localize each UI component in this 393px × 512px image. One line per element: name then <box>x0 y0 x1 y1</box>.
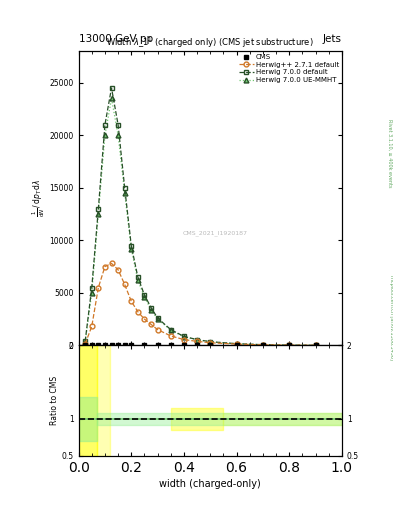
CMS <box>122 342 127 348</box>
CMS <box>96 342 101 348</box>
Herwig++ 2.7.1 default <box>234 341 239 347</box>
CMS <box>287 343 292 349</box>
CMS <box>90 342 94 348</box>
Herwig 7.0.0 default <box>155 315 160 321</box>
CMS <box>168 342 173 348</box>
Text: CMS_2021_I1920187: CMS_2021_I1920187 <box>183 231 248 237</box>
Herwig++ 2.7.1 default <box>287 342 292 348</box>
Line: Herwig++ 2.7.1 default: Herwig++ 2.7.1 default <box>83 261 318 348</box>
Herwig++ 2.7.1 default <box>313 342 318 348</box>
Herwig 7.0.0 default <box>149 305 153 311</box>
CMS <box>116 342 120 348</box>
CMS <box>234 342 239 348</box>
Herwig 7.0.0 default <box>83 338 88 344</box>
Herwig 7.0.0 default <box>122 185 127 191</box>
Herwig 7.0.0 UE-MMHT <box>149 307 153 313</box>
Herwig 7.0.0 UE-MMHT <box>168 327 173 333</box>
Herwig++ 2.7.1 default <box>116 267 120 273</box>
CMS <box>83 342 88 348</box>
Herwig 7.0.0 UE-MMHT <box>182 334 186 340</box>
Herwig 7.0.0 default <box>90 285 94 291</box>
Herwig 7.0.0 default <box>129 243 134 249</box>
Herwig 7.0.0 UE-MMHT <box>208 339 213 345</box>
Text: 13000 GeV pp: 13000 GeV pp <box>79 33 153 44</box>
Herwig 7.0.0 default <box>142 292 147 298</box>
Herwig 7.0.0 default <box>208 338 213 345</box>
Text: mcplots.cern.ch [arXiv:1306.3436]: mcplots.cern.ch [arXiv:1306.3436] <box>389 275 393 360</box>
Herwig 7.0.0 default <box>195 336 200 343</box>
Herwig++ 2.7.1 default <box>90 324 94 330</box>
Herwig 7.0.0 UE-MMHT <box>136 277 140 283</box>
CMS <box>155 342 160 348</box>
Herwig 7.0.0 UE-MMHT <box>90 290 94 296</box>
Line: CMS: CMS <box>83 343 318 348</box>
Herwig 7.0.0 UE-MMHT <box>261 342 265 348</box>
CMS <box>109 342 114 348</box>
Herwig++ 2.7.1 default <box>103 264 107 270</box>
Herwig 7.0.0 UE-MMHT <box>96 211 101 217</box>
Herwig 7.0.0 default <box>234 340 239 347</box>
Herwig 7.0.0 default <box>261 342 265 348</box>
Legend: CMS, Herwig++ 2.7.1 default, Herwig 7.0.0 default, Herwig 7.0.0 UE-MMHT: CMS, Herwig++ 2.7.1 default, Herwig 7.0.… <box>238 53 340 84</box>
Herwig++ 2.7.1 default <box>129 298 134 304</box>
Line: Herwig 7.0.0 default: Herwig 7.0.0 default <box>83 86 318 348</box>
CMS <box>195 342 200 348</box>
Herwig++ 2.7.1 default <box>109 260 114 266</box>
Herwig 7.0.0 UE-MMHT <box>142 294 147 300</box>
Herwig 7.0.0 default <box>313 342 318 348</box>
Herwig 7.0.0 UE-MMHT <box>234 340 239 347</box>
Text: Jets: Jets <box>323 33 342 44</box>
Herwig 7.0.0 UE-MMHT <box>103 132 107 138</box>
CMS <box>129 342 134 348</box>
Herwig 7.0.0 default <box>182 333 186 339</box>
Herwig 7.0.0 UE-MMHT <box>122 190 127 196</box>
Herwig++ 2.7.1 default <box>136 309 140 315</box>
Herwig++ 2.7.1 default <box>122 282 127 288</box>
CMS <box>313 343 318 349</box>
Herwig 7.0.0 UE-MMHT <box>155 316 160 322</box>
Herwig 7.0.0 UE-MMHT <box>313 342 318 348</box>
Herwig 7.0.0 UE-MMHT <box>116 132 120 138</box>
Text: Rivet 3.1.10, ≥ 400k events: Rivet 3.1.10, ≥ 400k events <box>387 119 392 188</box>
Herwig++ 2.7.1 default <box>142 316 147 322</box>
Herwig++ 2.7.1 default <box>182 336 186 343</box>
Herwig 7.0.0 default <box>96 206 101 212</box>
Herwig 7.0.0 default <box>103 122 107 128</box>
Herwig 7.0.0 UE-MMHT <box>109 95 114 101</box>
Herwig++ 2.7.1 default <box>155 327 160 333</box>
Herwig++ 2.7.1 default <box>168 333 173 339</box>
Herwig 7.0.0 default <box>168 327 173 333</box>
Herwig 7.0.0 default <box>116 122 120 128</box>
CMS <box>208 342 213 348</box>
Herwig++ 2.7.1 default <box>149 322 153 328</box>
Herwig 7.0.0 default <box>287 342 292 348</box>
Title: Width $\lambda\_1^1$ (charged only) (CMS jet substructure): Width $\lambda\_1^1$ (charged only) (CMS… <box>107 35 314 50</box>
Herwig++ 2.7.1 default <box>195 338 200 345</box>
Herwig 7.0.0 default <box>136 274 140 280</box>
Herwig 7.0.0 UE-MMHT <box>83 338 88 345</box>
CMS <box>261 343 265 349</box>
CMS <box>182 342 186 348</box>
X-axis label: width (charged-only): width (charged-only) <box>160 479 261 489</box>
Y-axis label: Ratio to CMS: Ratio to CMS <box>50 376 59 425</box>
CMS <box>103 342 107 348</box>
CMS <box>142 342 147 348</box>
Herwig 7.0.0 UE-MMHT <box>129 246 134 252</box>
Herwig 7.0.0 UE-MMHT <box>195 337 200 343</box>
Line: Herwig 7.0.0 UE-MMHT: Herwig 7.0.0 UE-MMHT <box>83 96 318 348</box>
Herwig++ 2.7.1 default <box>208 339 213 346</box>
Herwig 7.0.0 UE-MMHT <box>287 342 292 348</box>
Herwig++ 2.7.1 default <box>96 285 101 291</box>
Y-axis label: $\frac{1}{\mathrm{d}N}\,/\,\mathrm{d}p_T\,\mathrm{d}\lambda$: $\frac{1}{\mathrm{d}N}\,/\,\mathrm{d}p_T… <box>31 179 47 218</box>
Herwig++ 2.7.1 default <box>261 342 265 348</box>
Herwig 7.0.0 default <box>109 85 114 91</box>
Herwig++ 2.7.1 default <box>83 340 88 347</box>
